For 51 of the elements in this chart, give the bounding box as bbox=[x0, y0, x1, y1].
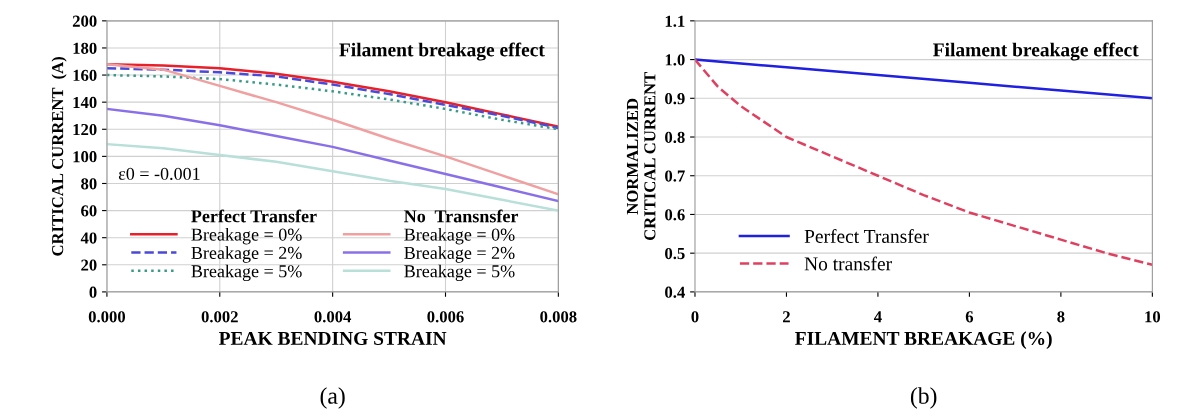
x-axis-title: FILAMENT BREAKAGE (%) bbox=[795, 331, 1052, 349]
y-tick-label: 20 bbox=[81, 259, 97, 271]
y-tick-label: 0.6 bbox=[665, 209, 685, 221]
y-tick-label: 0 bbox=[89, 286, 97, 298]
x-tick-label: 6 bbox=[965, 311, 974, 323]
legend-label: Breakage = 5% bbox=[404, 264, 515, 282]
y-tick-label: 60 bbox=[81, 205, 97, 217]
legend-label: No transfer bbox=[804, 256, 892, 271]
y-tick-label: 160 bbox=[73, 69, 97, 82]
y-tick-label: 120 bbox=[73, 123, 97, 136]
line-series bbox=[106, 62, 559, 196]
legend-label: Breakage = 5% bbox=[191, 264, 302, 282]
x-tick-label: 8 bbox=[1057, 311, 1065, 323]
legend-label: Breakage = 2% bbox=[191, 246, 302, 263]
y-axis-title: CRITICAL CURRENT (A) bbox=[51, 57, 67, 256]
y-tick-label: 40 bbox=[80, 232, 97, 244]
x-tick-label: 0.000 bbox=[88, 311, 126, 323]
legend-label: Breakage = 0% bbox=[404, 227, 515, 245]
x-tick-label: 0 bbox=[691, 311, 699, 323]
y-tick-label: 0.5 bbox=[665, 247, 685, 260]
y-tick-label: 0.8 bbox=[665, 131, 685, 144]
y-tick-label: 140 bbox=[73, 96, 97, 109]
legend-label: Breakage = 2% bbox=[404, 246, 515, 263]
text: (a) bbox=[320, 387, 345, 409]
y-tick-label: 0.7 bbox=[665, 170, 685, 182]
x-tick-label: 4 bbox=[873, 311, 882, 323]
legend-label: Breakage = 0% bbox=[191, 227, 302, 245]
x-tick-label: 0.008 bbox=[540, 311, 577, 323]
y-axis-title: NORMALIZED CRITICAL CURRENT bbox=[626, 72, 656, 241]
y-tick-label: 180 bbox=[73, 42, 97, 54]
y-tick-label: 0.9 bbox=[665, 92, 685, 105]
text: (b) bbox=[910, 387, 937, 409]
y-tick-label: 80 bbox=[81, 178, 97, 190]
y-tick-label: 1.0 bbox=[665, 54, 685, 66]
x-tick-label: 0.004 bbox=[314, 311, 352, 323]
legend-label: Perfect Transfer bbox=[804, 229, 929, 243]
annotation: ε0 = -0.001 bbox=[118, 167, 200, 180]
x-axis-title: PEAK BENDING STRAIN bbox=[218, 331, 447, 345]
y-tick-label: 1.1 bbox=[665, 15, 685, 27]
y-tick-label: 0.4 bbox=[665, 286, 685, 298]
y-tick-label: 200 bbox=[72, 15, 97, 27]
x-tick-label: 0.006 bbox=[427, 311, 464, 323]
x-tick-label: 10 bbox=[1145, 311, 1161, 323]
x-tick-label: 2 bbox=[782, 311, 790, 323]
annotation: Filament breakage effect bbox=[339, 42, 545, 61]
annotation: No Transnsfer bbox=[404, 209, 519, 223]
y-tick-label: 100 bbox=[73, 151, 97, 163]
x-tick-label: 0.002 bbox=[201, 311, 238, 323]
annotation: Perfect Transfer bbox=[191, 209, 317, 223]
annotation: Filament breakage effect bbox=[933, 42, 1139, 61]
line-series bbox=[106, 107, 559, 203]
